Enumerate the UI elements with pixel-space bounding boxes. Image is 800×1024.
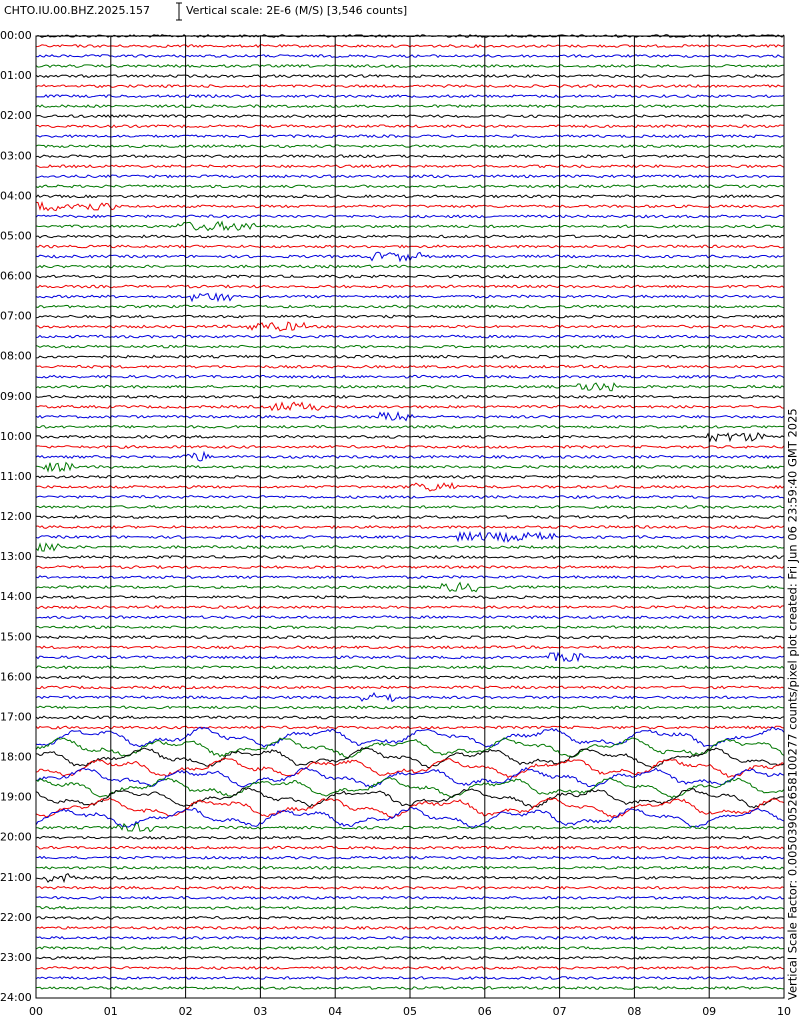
- minute-label: 05: [403, 1005, 417, 1018]
- hour-label: 18:00: [0, 751, 32, 764]
- minute-label: 00: [29, 1005, 43, 1018]
- hour-label: 10:00: [0, 430, 32, 443]
- hour-label: 06:00: [0, 270, 32, 283]
- minute-label: 03: [253, 1005, 267, 1018]
- minute-label: 04: [328, 1005, 342, 1018]
- hour-label: 05:00: [0, 229, 32, 242]
- hour-label: 01:00: [0, 69, 32, 82]
- hour-label: 14:00: [0, 590, 32, 603]
- hour-label: 04:00: [0, 189, 32, 202]
- hour-label: 16:00: [0, 670, 32, 683]
- hour-label: 02:00: [0, 109, 32, 122]
- grid: 00:00 01:00 02:00 03:00 04:00 05:00 06:00 07:00…: [0, 29, 791, 1018]
- minute-label: 01: [104, 1005, 118, 1018]
- hour-label: 08:00: [0, 350, 32, 363]
- hour-label: 12:00: [0, 510, 32, 523]
- hour-label: 17:00: [0, 710, 32, 723]
- hour-label: 11:00: [0, 470, 32, 483]
- hour-label: 07:00: [0, 310, 32, 323]
- minute-label: 07: [553, 1005, 567, 1018]
- hour-label: 00:00: [0, 29, 32, 42]
- hour-label: 03:00: [0, 149, 32, 162]
- minute-label: 02: [179, 1005, 193, 1018]
- hour-label: 23:00: [0, 951, 32, 964]
- hour-label: 24:00: [0, 991, 32, 1004]
- hour-label: 09:00: [0, 390, 32, 403]
- station-title: CHTO.IU.00.BHZ.2025.157: [4, 4, 150, 17]
- hour-label: 20:00: [0, 831, 32, 844]
- minute-label: 08: [627, 1005, 641, 1018]
- hour-label: 22:00: [0, 911, 32, 924]
- hour-label: 19:00: [0, 791, 32, 804]
- scale-bar: [176, 2, 182, 21]
- hour-label: 21:00: [0, 871, 32, 884]
- scale-title: Vertical scale: 2E-6 (M/S) [3,546 counts…: [186, 4, 407, 17]
- minute-label: 09: [702, 1005, 716, 1018]
- minute-label: 10: [777, 1005, 791, 1018]
- hour-label: 15:00: [0, 630, 32, 643]
- footer-text: Vertical Scale Factor: 0.005039052658100…: [786, 408, 800, 1000]
- minute-label: 06: [478, 1005, 492, 1018]
- hour-label: 13:00: [0, 550, 32, 563]
